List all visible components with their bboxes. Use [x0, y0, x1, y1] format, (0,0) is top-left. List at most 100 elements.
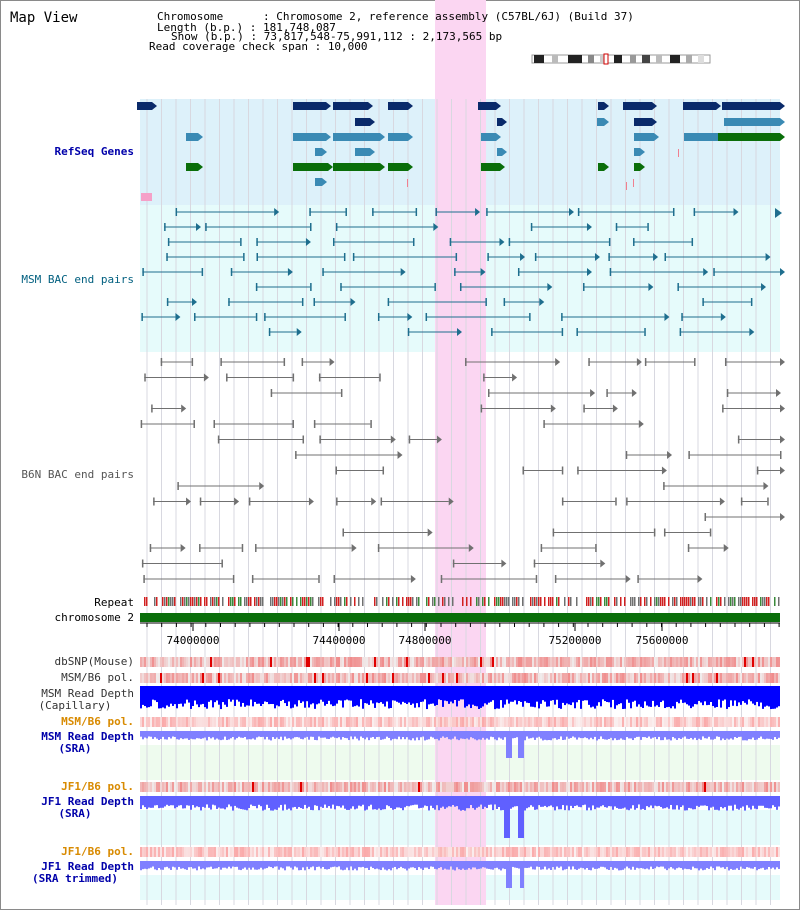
track-label-refseq[interactable]: RefSeq Genes: [54, 145, 134, 158]
jf1-b6-pol-heat: [182, 782, 184, 792]
msm-b6-pol2-heat: [484, 717, 486, 727]
jf1-b6-pol2-heat: [534, 847, 536, 857]
msm-b6-pol2-heat: [264, 717, 266, 727]
jf1-b6-pol-heat: [522, 782, 524, 792]
jf1-b6-pol2-heat: [332, 847, 334, 857]
dbsnp-heat: [518, 657, 520, 667]
msm-b6-pol-heat: [350, 673, 352, 683]
msm-b6-pol-heat: [320, 673, 322, 683]
jf1-sra-depth-bar: [300, 796, 302, 809]
jf1-b6-pol2-heat: [588, 847, 590, 857]
jf1-sra-depth-bar: [176, 796, 178, 808]
msm-b6-pol-heat: [300, 673, 302, 683]
repeat-mark: [382, 597, 384, 606]
jf1-b6-pol-heat: [418, 782, 420, 792]
msm-b6-pol-heat: [520, 673, 522, 683]
msm-b6-pol-heat: [638, 673, 640, 683]
msm-b6-pol-heat: [568, 673, 570, 683]
track-label-msm-b6-pol-1[interactable]: MSM/B6 pol.: [61, 671, 134, 684]
axis-tick-label: 74000000: [167, 634, 220, 647]
dbsnp-heat: [490, 657, 492, 667]
repeat-mark: [312, 597, 314, 606]
jf1-trim-depth-bar: [622, 861, 624, 870]
track-label-jf1-depth-sra[interactable]: JF1 Read Depth: [41, 795, 134, 808]
msm-b6-pol2-heat: [748, 717, 750, 727]
msm-sra-depth-bar: [336, 731, 338, 739]
dbsnp-heat: [258, 657, 260, 667]
jf1-b6-pol2-heat: [690, 847, 692, 857]
jf1-b6-pol2-heat: [630, 847, 632, 857]
msm-b6-pol-heat: [228, 673, 230, 683]
msm-b6-pol2-heat: [702, 717, 704, 727]
jf1-trim-depth-bar: [252, 861, 254, 868]
refseq-tick: [678, 149, 679, 157]
msm-b6-pol2-heat: [186, 717, 188, 727]
jf1-sra-depth-bar: [270, 796, 272, 811]
msm-bac-pair-end: [633, 238, 635, 246]
msm-b6-pol2-heat: [512, 717, 514, 727]
jf1-trim-depth-bar: [478, 861, 480, 869]
jf1-sra-depth-bar: [632, 796, 634, 806]
jf1-sra-depth-bar: [518, 796, 520, 838]
msm-b6-pol2-heat: [728, 717, 730, 727]
jf1-trim-depth-bar: [486, 861, 488, 869]
jf1-sra-depth-bar: [422, 796, 424, 808]
dbsnp-heat: [760, 657, 762, 667]
jf1-sra-depth-bar: [712, 796, 714, 807]
repeat-mark: [282, 597, 284, 606]
jf1-sra-depth-bar: [574, 796, 576, 806]
jf1-b6-pol2-heat: [596, 847, 598, 857]
jf1-trim-depth-bar: [148, 861, 150, 869]
chromosome-ideogram[interactable]: [530, 53, 714, 65]
msm-capillary-depth-bar: [160, 686, 162, 709]
jf1-b6-pol-heat: [320, 782, 322, 792]
jf1-sra-depth-bar: [764, 796, 766, 808]
msm-sra-depth-bar: [424, 731, 426, 741]
msm-sra-depth-bar: [382, 731, 384, 740]
dbsnp-heat: [470, 657, 472, 667]
msm-b6-pol2-heat: [254, 717, 256, 727]
b6n-bac-pair-arrow: [234, 497, 240, 506]
jf1-sra-depth-bar: [340, 796, 342, 808]
msm-sra-depth-bar: [294, 731, 296, 738]
jf1-trim-depth-bar: [294, 861, 296, 867]
track-label-dbsnp[interactable]: dbSNP(Mouse): [54, 655, 134, 668]
msm-sra-depth-bar: [298, 731, 300, 738]
dbsnp-heat: [210, 657, 212, 667]
msm-b6-pol2-heat: [672, 717, 674, 727]
track-label-msm-depth-capillary[interactable]: MSM Read Depth: [41, 687, 134, 700]
msm-capillary-depth-bar: [202, 686, 204, 704]
b6n-bac-pair-end: [340, 389, 343, 397]
msm-bac-pair-end: [333, 238, 335, 246]
msm-b6-pol-heat: [488, 673, 490, 683]
track-label-msm-b6-pol-2[interactable]: MSM/B6 pol.: [61, 715, 134, 728]
track-label-jf1-b6-pol-1[interactable]: JF1/B6 pol.: [61, 780, 134, 793]
track-label-b6n-bac[interactable]: B6N BAC end pairs: [21, 468, 134, 481]
msm-sra-depth-bar: [150, 731, 152, 737]
msm-capillary-depth-bar: [362, 686, 364, 709]
msm-b6-pol-heat: [248, 673, 250, 683]
jf1-b6-pol-heat: [380, 782, 382, 792]
track-label-msm-bac[interactable]: MSM BAC end pairs: [21, 273, 134, 286]
track-label-jf1-depth-trimmed[interactable]: JF1 Read Depth: [41, 860, 134, 873]
repeat-mark: [748, 597, 750, 606]
b6n-bac-pair-end: [606, 389, 608, 397]
jf1-trim-depth-bar: [316, 861, 318, 867]
refseq-gene-block: [497, 148, 502, 156]
jf1-sra-depth-bar: [692, 796, 694, 810]
track-label-msm-depth-sra[interactable]: MSM Read Depth: [41, 730, 134, 743]
msm-capillary-depth-bar: [176, 686, 178, 709]
jf1-sra-depth-bar: [688, 796, 690, 808]
track-label-repeat[interactable]: Repeat: [94, 596, 134, 609]
msm-b6-pol-heat: [206, 673, 208, 683]
msm-sra-depth-bar: [264, 731, 266, 740]
msm-sra-depth-bar: [204, 731, 206, 738]
msm-b6-pol2-heat: [172, 717, 174, 727]
jf1-b6-pol2-heat: [288, 847, 290, 857]
jf1-b6-pol-heat: [400, 782, 402, 792]
dbsnp-heat: [142, 657, 144, 667]
track-label-jf1-b6-pol-2[interactable]: JF1/B6 pol.: [61, 845, 134, 858]
msm-b6-pol-heat: [514, 673, 516, 683]
jf1-sra-depth-bar: [528, 796, 530, 808]
